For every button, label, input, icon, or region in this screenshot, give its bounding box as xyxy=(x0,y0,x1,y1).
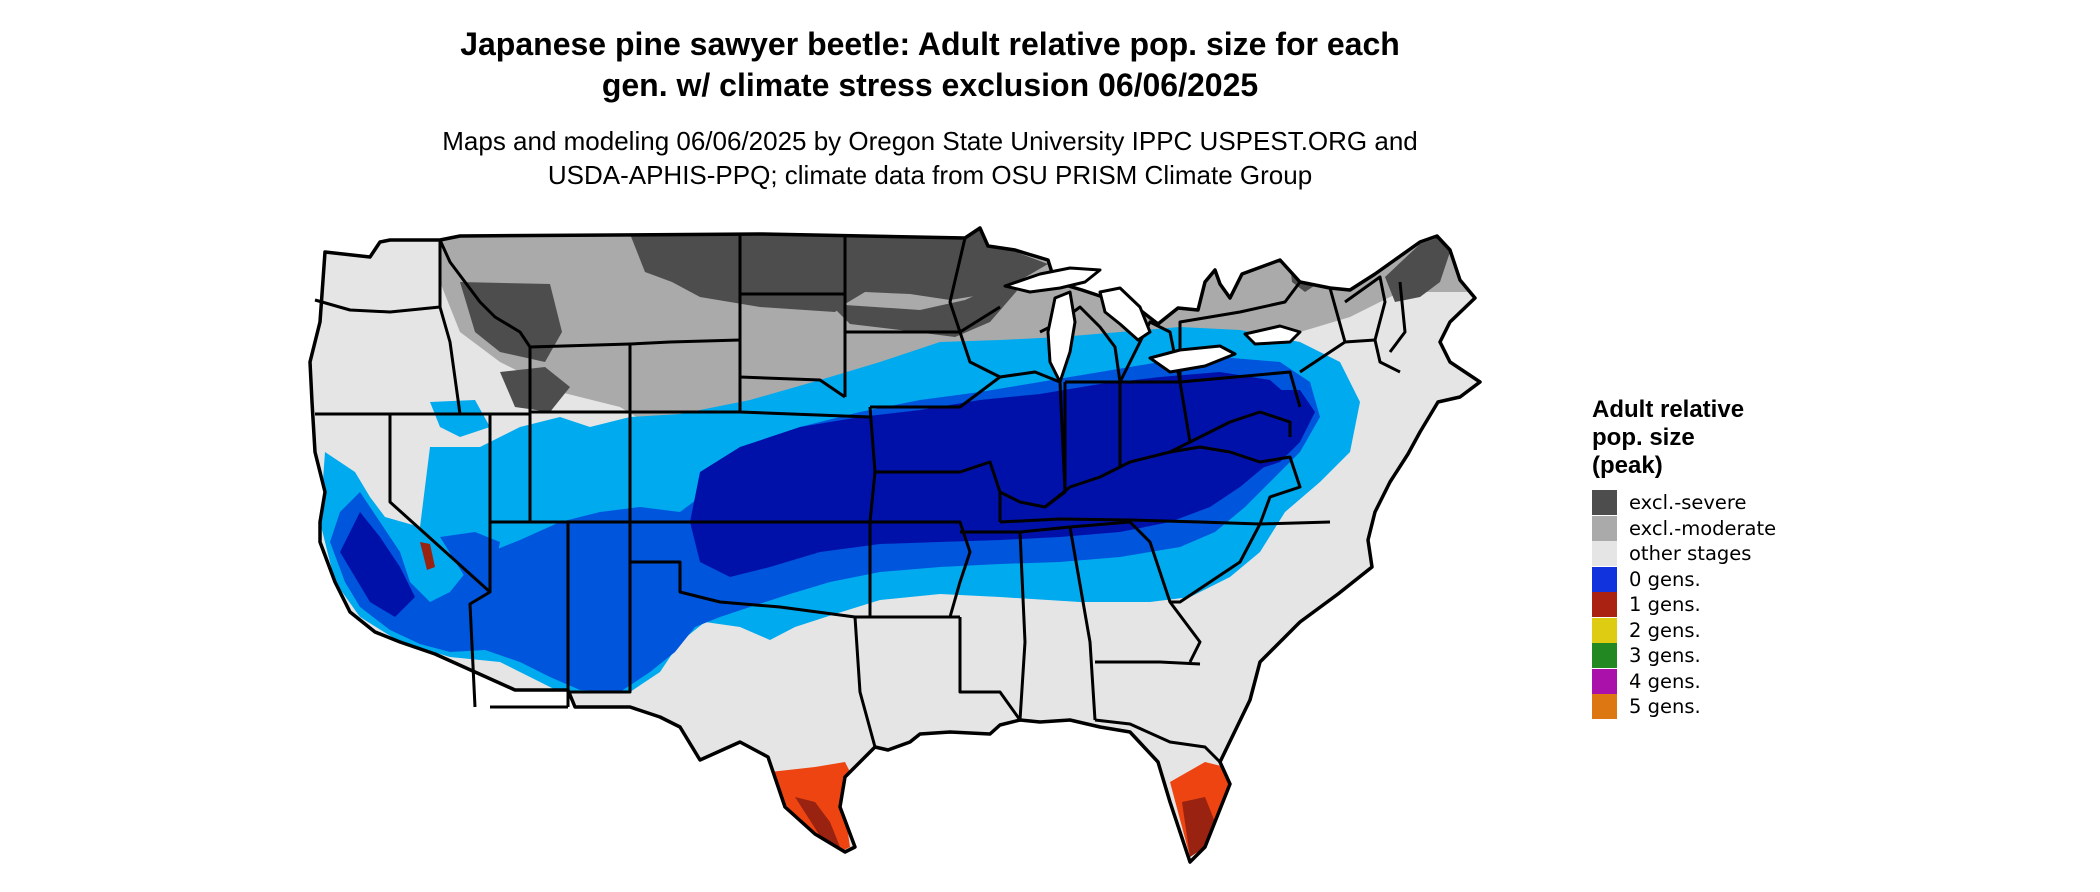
legend-swatch xyxy=(1592,515,1617,541)
legend-item: other stages xyxy=(1592,541,1892,567)
legend-title-line-3: (peak) xyxy=(1592,452,1663,479)
legend-swatch xyxy=(1592,541,1617,567)
map-title-line-2: gen. w/ climate stress exclusion 06/06/2… xyxy=(601,67,1259,103)
legend-item: excl.-severe xyxy=(1592,490,1892,516)
legend-swatch xyxy=(1592,617,1617,643)
legend-item: 3 gens. xyxy=(1592,643,1892,669)
legend-label: 0 gens. xyxy=(1629,567,1701,591)
map-subtitle-line-1: Maps and modeling 06/06/2025 by Oregon S… xyxy=(442,126,1418,156)
legend-label: 1 gens. xyxy=(1629,593,1701,617)
legend-item: 5 gens. xyxy=(1592,694,1892,720)
us-map xyxy=(300,222,1570,892)
legend-label: 3 gens. xyxy=(1629,644,1701,668)
us-map-graphic xyxy=(308,226,1482,864)
map-title: Japanese pine sawyer beetle: Adult relat… xyxy=(380,24,1480,106)
legend-label: 4 gens. xyxy=(1629,669,1701,693)
map-subtitle: Maps and modeling 06/06/2025 by Oregon S… xyxy=(380,124,1480,192)
map-title-line-1: Japanese pine sawyer beetle: Adult relat… xyxy=(460,26,1400,62)
legend-title: Adult relative pop. size (peak) xyxy=(1592,396,1892,480)
legend-item: 2 gens. xyxy=(1592,617,1892,644)
legend-item: 4 gens. xyxy=(1592,668,1892,695)
legend-label: excl.-severe xyxy=(1629,491,1747,515)
legend: Adult relative pop. size (peak) excl.-se… xyxy=(1592,396,1892,720)
legend-title-line-2: pop. size xyxy=(1592,424,1695,451)
legend-swatch xyxy=(1592,668,1617,694)
legend-item: 0 gens. xyxy=(1592,566,1892,593)
legend-swatch xyxy=(1592,566,1617,592)
legend-swatch xyxy=(1592,694,1617,720)
map-subtitle-line-2: USDA-APHIS-PPQ; climate data from OSU PR… xyxy=(547,160,1313,190)
legend-label: 5 gens. xyxy=(1629,695,1701,719)
legend-swatch xyxy=(1592,592,1617,618)
legend-items: excl.-severe excl.-moderate other stages 0 … xyxy=(1592,490,1892,720)
legend-label: excl.-moderate xyxy=(1629,516,1777,540)
legend-label: other stages xyxy=(1629,542,1752,566)
legend-swatch xyxy=(1592,643,1617,669)
great-lakes xyxy=(1003,266,1302,384)
legend-item: excl.-moderate xyxy=(1592,515,1892,542)
legend-item: 1 gens. xyxy=(1592,592,1892,618)
legend-swatch xyxy=(1592,490,1617,516)
legend-title-line-1: Adult relative xyxy=(1592,396,1745,423)
legend-label: 2 gens. xyxy=(1629,618,1701,642)
